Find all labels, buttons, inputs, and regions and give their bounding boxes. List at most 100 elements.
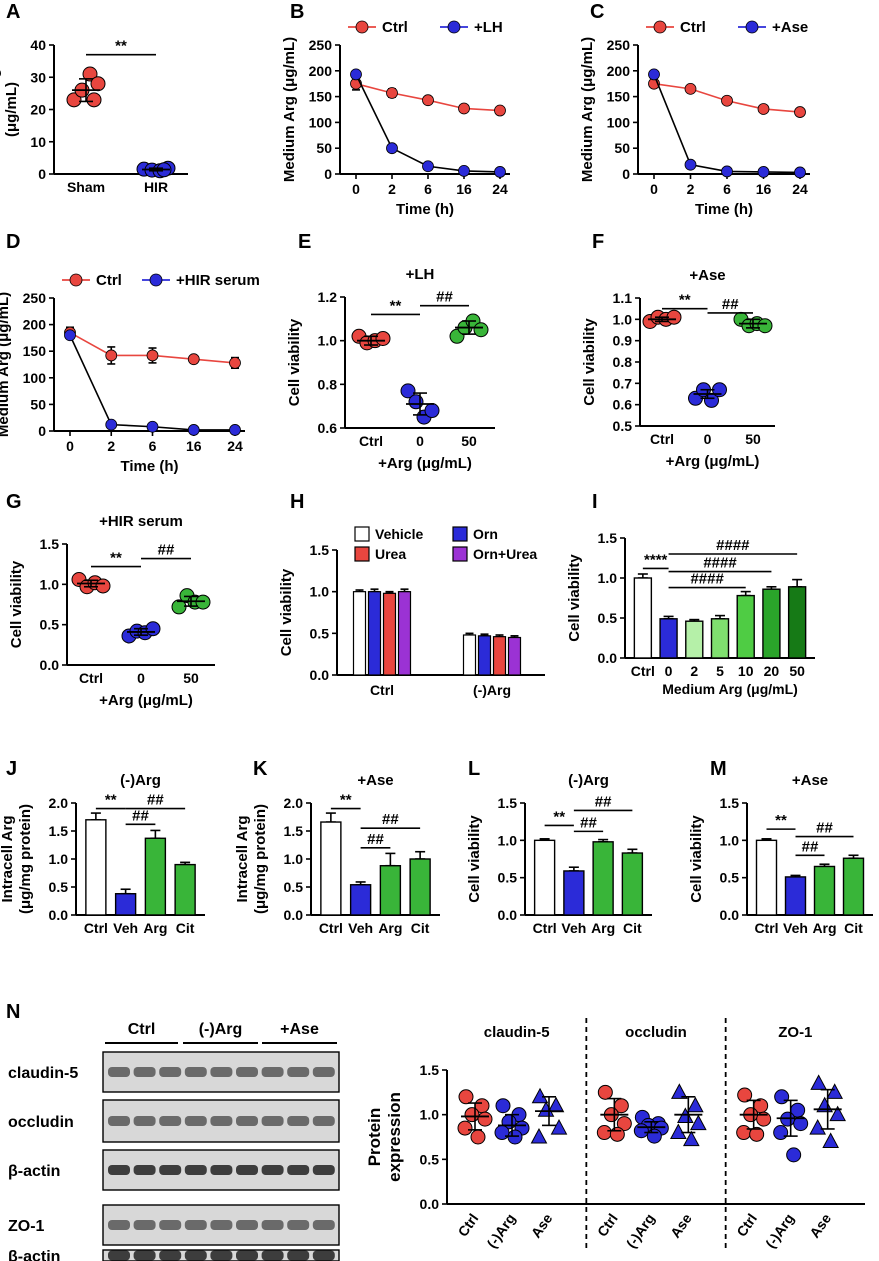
bar [462, 634, 477, 676]
x-tick-label: 6 [723, 181, 731, 197]
x-tick-label: 0 [650, 181, 658, 197]
x-tick-label: 0 [66, 438, 74, 454]
blot-band [287, 1067, 310, 1077]
y-tick-label: 1.0 [310, 584, 330, 600]
x-tick-label: 50 [183, 670, 199, 686]
x-tick-label: Arg [143, 920, 167, 936]
panel-label: G [6, 491, 22, 513]
data-point [531, 1087, 549, 1104]
blot-band [312, 1067, 335, 1077]
y-tick-label: 1.5 [420, 1062, 440, 1078]
y-tick-label: 1.0 [49, 851, 69, 867]
x-tick-label: 16 [756, 181, 772, 197]
legend-marker [355, 20, 369, 34]
legend-marker [745, 20, 759, 34]
bar [320, 821, 342, 916]
y-axis-label: Intracell Arg [234, 816, 251, 903]
blot-band [210, 1220, 233, 1230]
blot-band [236, 1067, 258, 1077]
bar [755, 839, 778, 916]
data-point [773, 1125, 789, 1141]
legend-marker [69, 273, 83, 287]
significance-label: ## [158, 542, 175, 559]
blot-band [261, 1220, 284, 1230]
y-axis-label: Cell viability [688, 815, 705, 903]
legend-label: Orn [473, 526, 498, 542]
data-point [669, 1123, 687, 1140]
panel-B: 0 50 100 150 200 250 Medium Arg (μg/mL) B 0 2 6 16 2… [281, 1, 510, 218]
significance-label: ## [816, 820, 833, 837]
series-line [653, 74, 801, 174]
x-tick-label: Ctrl [754, 920, 778, 936]
x-tick-label: 0 [665, 663, 673, 679]
data-point [721, 94, 733, 107]
x-tick-label: Ctrl [533, 920, 557, 936]
y-tick-label: 1.1 [613, 290, 633, 306]
y-tick-label: 0.5 [49, 879, 69, 895]
x-tick-label: Ctrl [370, 682, 394, 698]
data-point [757, 103, 770, 115]
data-point [547, 1096, 565, 1113]
y-tick-label: 0.0 [420, 1196, 440, 1212]
x-tick-label: Veh [113, 920, 138, 936]
data-point [737, 1087, 753, 1103]
significance-label: ## [132, 807, 149, 824]
x-axis-label: Time (h) [396, 201, 454, 218]
y-tick-label: 0.5 [420, 1151, 440, 1167]
x-tick-label: Ctrl [359, 433, 383, 449]
data-point [684, 82, 697, 95]
y-axis-label: Cell viability [8, 560, 25, 648]
y-tick-label: 1.2 [318, 289, 338, 305]
data-point [494, 104, 506, 117]
y-tick-label: 1.0 [318, 333, 338, 349]
bar [379, 865, 402, 916]
x-tick-label: 16 [186, 438, 202, 454]
data-point [686, 1096, 704, 1113]
data-point [458, 1089, 474, 1105]
panel-E: 0.6 0.8 1.0 1.2 Cell viability E +LH Ctrl 0 50 +Ar… [286, 231, 495, 472]
x-tick-label: Ase [667, 1210, 695, 1240]
blot-band [133, 1220, 156, 1230]
x-tick-label: HIR [144, 179, 168, 195]
blot-band [261, 1116, 284, 1126]
y-axis-label: Cell viability [286, 318, 303, 406]
data-point [829, 1105, 847, 1122]
data-point [458, 102, 470, 115]
bar [787, 586, 807, 659]
x-tick-label: Ctrl [650, 431, 674, 447]
y-tick-label: 50 [614, 140, 630, 156]
y-tick-label: 0.0 [284, 907, 304, 923]
bar [592, 841, 614, 916]
legend-label: Ctrl [680, 19, 706, 36]
legend-label: +Ase [772, 19, 808, 36]
significance-label: #### [703, 555, 737, 572]
x-tick-label: 6 [424, 181, 432, 197]
y-tick-label: 100 [309, 114, 333, 130]
panel-F: 0.5 0.6 0.7 0.8 0.9 1.0 1.1 Cell viability F +Ase… [581, 231, 775, 470]
legend-label: +HIR serum [176, 272, 260, 289]
significance-label: ## [436, 289, 453, 306]
data-point [422, 94, 434, 107]
y-tick-label: 0.5 [310, 625, 330, 641]
panel-label: E [298, 231, 311, 253]
legend-swatch [354, 546, 370, 562]
y-tick-label: 0.9 [613, 333, 633, 349]
y-tick-label: 1.0 [720, 832, 740, 848]
y-axis-label: Medium Arg (μg/mL) [579, 37, 596, 182]
data-point [822, 1132, 840, 1148]
x-tick-label: Sham [67, 179, 105, 195]
y-tick-label: 30 [30, 69, 46, 85]
y-axis-label: Medium Arg (μg/mL) [0, 292, 12, 437]
significance-label: ** [390, 297, 402, 314]
blot-band [184, 1116, 207, 1126]
panel-label: D [6, 231, 20, 253]
data-point [794, 106, 806, 118]
blot-band [159, 1250, 182, 1261]
data-point [786, 1147, 802, 1163]
x-tick-label: Ase [806, 1210, 834, 1240]
blot-band [261, 1165, 284, 1175]
panel-J: 0.0 0.5 1.0 1.5 2.0 Intracell Arg (μg/mg prote… [0, 758, 205, 936]
significance-label: ** [340, 792, 352, 809]
data-point [757, 166, 770, 178]
x-tick-label: 20 [764, 663, 780, 679]
